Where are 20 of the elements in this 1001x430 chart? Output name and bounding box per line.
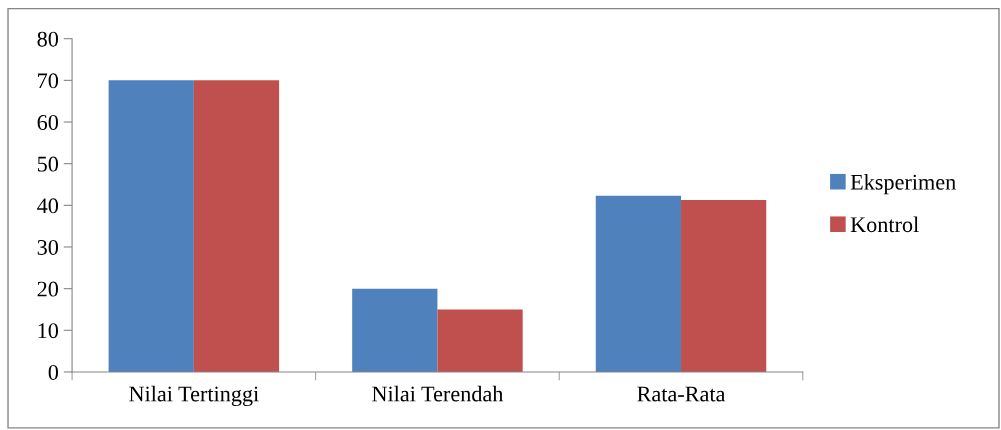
y-tick-label: 70 [38, 73, 59, 89]
y-tick-label: 20 [37, 281, 59, 297]
x-tick-label: Nilai Tertinggi [129, 385, 259, 407]
bar [681, 199, 767, 372]
y-tick-label: 50 [37, 156, 59, 172]
legend-label: Kontrol [850, 216, 919, 233]
y-tick-label: 60 [37, 114, 59, 130]
x-tick-label: Nilai Terendah [372, 385, 504, 402]
y-tick-label: 0 [48, 364, 59, 380]
x-tick-label: Rata-Rata [637, 386, 726, 402]
bar [193, 80, 280, 372]
y-tick-label: 10 [38, 323, 59, 339]
y-tick-label: 40 [37, 198, 59, 214]
bar [108, 80, 194, 372]
y-tick-label: 30 [37, 239, 59, 255]
bar [595, 195, 682, 372]
bar [352, 288, 438, 372]
bar [437, 309, 523, 372]
y-tick-label: 80 [37, 31, 59, 47]
legend-label: Eksperimen [850, 174, 956, 195]
